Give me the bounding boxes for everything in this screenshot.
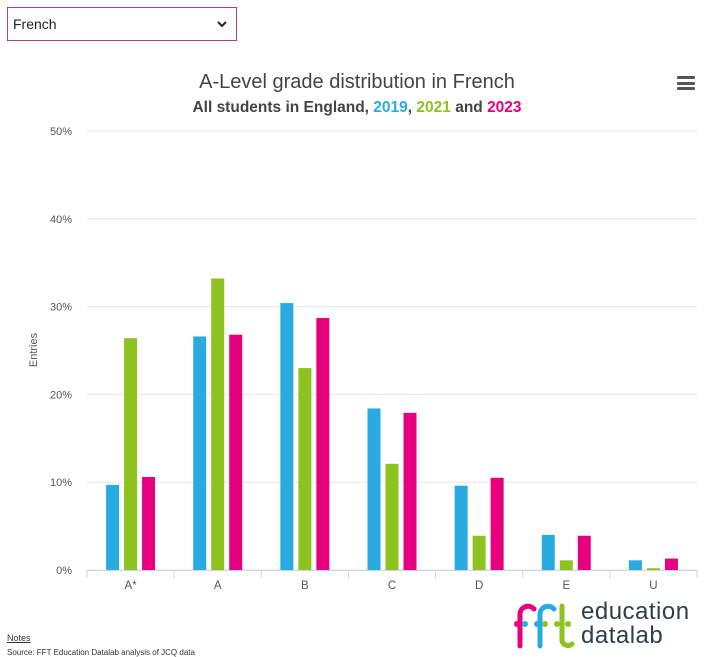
menu-icon-bar <box>677 76 695 79</box>
subtitle-separator: and <box>451 99 487 116</box>
bar-2021-C[interactable] <box>385 463 399 570</box>
y-tick-label: 40% <box>50 214 72 226</box>
x-tick-label: U <box>649 580 657 592</box>
x-tick-label: C <box>388 580 396 592</box>
bar-2019-E[interactable] <box>541 534 555 570</box>
bar-2019-B[interactable] <box>280 303 294 570</box>
subtitle-separator: , <box>408 99 417 116</box>
y-axis-label: Entries <box>28 332 40 367</box>
menu-icon-bar <box>677 81 695 85</box>
bar-2019-C[interactable] <box>367 408 381 570</box>
x-tick-label: D <box>475 580 483 592</box>
bar-2021-A*[interactable] <box>124 338 138 570</box>
bar-2021-A[interactable] <box>211 278 225 570</box>
y-tick-label: 20% <box>50 389 72 401</box>
bar-2019-A*[interactable] <box>106 484 120 570</box>
menu-icon-bar <box>677 87 695 90</box>
chevron-down-icon <box>217 21 227 28</box>
x-tick-label: A <box>214 580 222 592</box>
chart-title: A-Level grade distribution in French <box>199 71 515 93</box>
y-tick-label: 50% <box>50 126 72 138</box>
subtitle-year-2023: 2023 <box>487 99 522 116</box>
x-tick-label: A* <box>124 580 137 592</box>
bar-2023-C[interactable] <box>403 412 417 570</box>
bar-2023-D[interactable] <box>490 477 504 570</box>
logo-line-1: education <box>581 598 690 625</box>
bar-2023-E[interactable] <box>577 535 591 570</box>
bar-2021-D[interactable] <box>472 535 486 570</box>
subtitle-prefix: All students in England, <box>192 99 373 116</box>
logo-wordmark: education datalab <box>581 600 690 648</box>
fft-logo-icon <box>514 603 575 649</box>
subject-select[interactable]: French <box>7 7 237 41</box>
bar-2019-D[interactable] <box>454 485 468 570</box>
x-tick-label: B <box>301 580 309 592</box>
subject-select-value: French <box>13 16 57 32</box>
y-tick-label: 10% <box>50 477 72 489</box>
fft-datalab-logo: education datalab <box>514 600 714 652</box>
source-text: Source: FFT Education Datalab analysis o… <box>7 648 195 657</box>
grade-distribution-chart: A-Level grade distribution in French All… <box>28 71 698 592</box>
subtitle-year-2019: 2019 <box>373 99 408 116</box>
y-tick-label: 30% <box>50 302 72 314</box>
bar-2023-B[interactable] <box>316 318 330 570</box>
bar-2019-A[interactable] <box>193 336 207 570</box>
bar-2023-A*[interactable] <box>142 476 156 570</box>
bar-2021-U[interactable] <box>646 568 660 570</box>
subtitle-year-2021: 2021 <box>416 99 451 116</box>
bar-2021-B[interactable] <box>298 368 312 570</box>
bar-2021-E[interactable] <box>559 560 573 570</box>
bar-2019-U[interactable] <box>628 560 642 570</box>
notes-link[interactable]: Notes <box>7 633 31 643</box>
bar-2023-A[interactable] <box>229 334 243 570</box>
chart-subtitle: All students in England, 2019, 2021 and … <box>192 99 521 116</box>
y-tick-label: 0% <box>56 565 72 577</box>
logo-line-2: datalab <box>581 622 664 649</box>
chart-menu-button[interactable] <box>676 74 696 92</box>
bar-2023-U[interactable] <box>664 558 678 570</box>
x-tick-label: E <box>562 580 570 592</box>
